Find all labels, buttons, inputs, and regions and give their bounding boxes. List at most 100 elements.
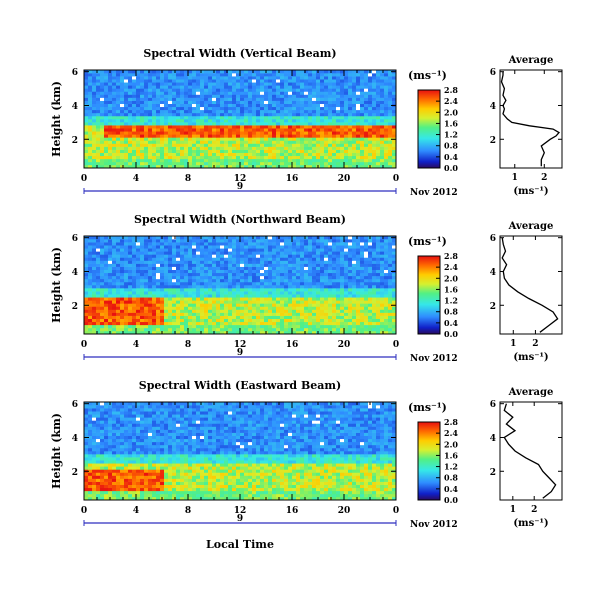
x-axis-title: Local Time (206, 538, 274, 551)
average-xlabel: (ms⁻¹) (513, 186, 548, 197)
x-tick-label: 16 (286, 340, 299, 350)
colorbar (417, 255, 441, 335)
colorbar-tick-label: 2.4 (444, 262, 458, 272)
colorbar-tick-label: 0.4 (444, 318, 458, 328)
x-tick-label: 0 (393, 174, 399, 184)
x-tick-label: 12 (234, 340, 247, 350)
y-axis-label: Height (km) (50, 247, 63, 323)
y-axis-label: Height (km) (50, 413, 63, 489)
y-tick-label: 2 (72, 468, 78, 478)
avg-x-tick-label: 2 (541, 173, 547, 183)
x-tick-label: 0 (81, 506, 87, 516)
x-tick-label: 8 (185, 340, 191, 350)
panel-1: Spectral Width (Vertical Beam) Height (km… (50, 47, 563, 198)
colorbar-tick-label: 1.6 (444, 118, 458, 128)
x-tick-label: 4 (133, 174, 139, 184)
heatmap (84, 402, 397, 501)
colorbar-tick-label: 0.4 (444, 152, 458, 162)
panel-title: Spectral Width (Northward Beam) (134, 213, 346, 226)
average-profile: Average 2 4 6 1 2 (ms⁻¹) (490, 221, 563, 363)
y-axis-label: Height (km) (50, 81, 63, 157)
x-tick-label: 0 (393, 506, 399, 516)
x-tick-label: 8 (185, 506, 191, 516)
colorbar-tick-label: 0.0 (444, 329, 458, 339)
avg-x-tick-label: 1 (510, 505, 516, 515)
colorbar-tick-label: 0.0 (444, 163, 458, 173)
x-tick-label: 0 (81, 340, 87, 350)
colorbar-tick-label: 0.4 (444, 484, 458, 494)
colorbar-tick-label: 2.8 (444, 85, 458, 95)
colorbar-tick-label: 2.8 (444, 251, 458, 261)
colorbar-tick-label: 0.8 (444, 307, 458, 317)
avg-x-tick-label: 2 (532, 339, 538, 349)
x-tick-label: 0 (393, 340, 399, 350)
avg-y-tick-label: 6 (490, 234, 496, 244)
x-tick-label: 20 (338, 340, 351, 350)
panel-2: Spectral Width (Northward Beam) Height (k… (50, 213, 563, 364)
y-tick-label: 4 (72, 268, 78, 278)
colorbar-tick-label: 2.4 (444, 96, 458, 106)
x-tick-label: 16 (286, 506, 299, 516)
average-xlabel: (ms⁻¹) (513, 518, 548, 529)
y-tick-label: 4 (72, 102, 78, 112)
y-tick-label: 6 (72, 68, 78, 78)
x-tick-label: 16 (286, 174, 299, 184)
avg-y-tick-label: 4 (490, 434, 496, 444)
average-frame (499, 69, 563, 169)
colorbar-tick-label: 1.2 (444, 462, 458, 472)
x-tick-label: 12 (234, 506, 247, 516)
average-profile: Average 2 4 6 1 2 (ms⁻¹) (490, 387, 563, 529)
x-tick-label: 20 (338, 174, 351, 184)
avg-y-tick-label: 2 (490, 468, 496, 478)
x-tick-label: 12 (234, 174, 247, 184)
avg-y-tick-label: 6 (490, 68, 496, 78)
y-tick-label: 2 (72, 136, 78, 146)
colorbar-unit: (ms⁻¹) (408, 69, 447, 82)
avg-y-tick-label: 4 (490, 102, 496, 112)
avg-x-tick-label: 1 (510, 339, 516, 349)
average-line (500, 71, 561, 167)
y-tick-label: 4 (72, 434, 78, 444)
colorbar (417, 421, 441, 501)
average-frame (499, 401, 563, 501)
colorbar-tick-label: 0.8 (444, 141, 458, 151)
colorbar-unit: (ms⁻¹) (408, 401, 447, 414)
avg-y-tick-label: 2 (490, 302, 496, 312)
heatmap (84, 70, 397, 169)
y-tick-label: 2 (72, 302, 78, 312)
colorbar-tick-label: 0.8 (444, 473, 458, 483)
avg-x-tick-label: 1 (512, 173, 518, 183)
heatmap (84, 236, 397, 335)
date-label: Nov 2012 (410, 354, 458, 364)
average-xlabel: (ms⁻¹) (513, 352, 548, 363)
x-tick-label: 0 (81, 174, 87, 184)
average-profile: Average 2 4 6 1 2 (ms⁻¹) (490, 55, 563, 197)
colorbar-tick-label: 1.6 (444, 284, 458, 294)
colorbar-tick-label: 2.0 (444, 439, 458, 449)
date-label: Nov 2012 (410, 188, 458, 198)
average-line (501, 237, 559, 333)
date-day: 9 (237, 182, 243, 192)
average-title: Average (508, 55, 554, 66)
average-frame (499, 235, 563, 335)
colorbar-tick-label: 1.6 (444, 450, 458, 460)
avg-y-tick-label: 6 (490, 400, 496, 410)
panel-3: Spectral Width (Eastward Beam) Height (km… (50, 379, 563, 530)
colorbar-tick-label: 2.8 (444, 417, 458, 427)
y-tick-label: 6 (72, 234, 78, 244)
colorbar-tick-label: 1.2 (444, 130, 458, 140)
panel-title: Spectral Width (Vertical Beam) (143, 47, 336, 60)
colorbar-unit: (ms⁻¹) (408, 235, 447, 248)
average-title: Average (508, 387, 554, 398)
colorbar-tick-label: 2.4 (444, 428, 458, 438)
colorbar-tick-label: 0.0 (444, 495, 458, 505)
average-line (503, 403, 557, 499)
avg-y-tick-label: 2 (490, 136, 496, 146)
x-tick-label: 20 (338, 506, 351, 516)
colorbar (417, 89, 441, 169)
avg-x-tick-label: 2 (531, 505, 537, 515)
y-tick-label: 6 (72, 400, 78, 410)
colorbar-tick-label: 1.2 (444, 296, 458, 306)
x-tick-label: 8 (185, 174, 191, 184)
